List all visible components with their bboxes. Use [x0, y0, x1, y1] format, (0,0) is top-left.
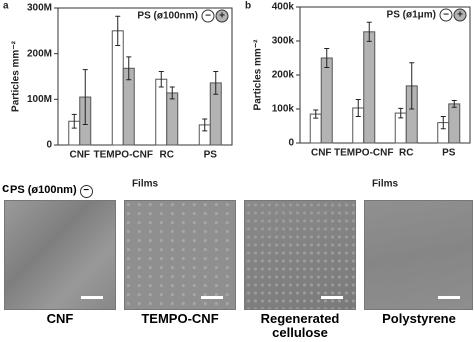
- error-bar: [313, 109, 319, 119]
- x-tick-label: RC: [160, 150, 174, 161]
- panel-legend: PS (ø100nm) −: [10, 184, 93, 198]
- bar: [448, 103, 461, 144]
- error-bar: [169, 86, 175, 100]
- error-bar: [409, 62, 415, 110]
- legend-label: −: [205, 11, 211, 22]
- plot-frame: [57, 7, 233, 146]
- error-bar: [158, 70, 164, 88]
- x-tick-label: TEMPO-CNF: [94, 150, 153, 161]
- panel-label: a: [3, 1, 9, 12]
- legend-label: +: [219, 11, 225, 22]
- y-tick-label: 0: [46, 140, 52, 151]
- error-bar: [355, 98, 361, 117]
- legend-swatch: [453, 8, 467, 22]
- x-tick-label: TEMPO-CNF: [334, 148, 393, 159]
- y-axis-label: Particles mm⁻²: [253, 39, 264, 111]
- caption: CNF: [46, 311, 74, 326]
- legend-label: −: [443, 10, 449, 21]
- y-tick-label: 200k: [272, 70, 295, 81]
- x-tick-label: RC: [399, 148, 413, 159]
- x-axis-label: Films: [372, 179, 399, 190]
- y-tick-label: 100M: [27, 94, 52, 105]
- x-tick-label: PS: [442, 148, 456, 159]
- error-bar: [126, 56, 132, 81]
- error-bar: [82, 69, 88, 125]
- caption: Polystyrene: [382, 311, 456, 326]
- bar: [363, 31, 376, 144]
- y-tick-label: 100k: [272, 104, 295, 115]
- error-bar: [115, 15, 121, 46]
- legend-swatch: [439, 8, 453, 22]
- x-axis-label: Films: [132, 179, 159, 190]
- error-bar: [324, 47, 330, 69]
- error-bar: [202, 118, 208, 132]
- caption: Regenerated cellulose: [260, 311, 340, 340]
- legend-sign: −: [79, 185, 93, 198]
- legend-swatch: [215, 9, 229, 23]
- y-axis-label: Particles mm⁻²: [11, 40, 22, 112]
- error-bar: [366, 21, 372, 42]
- legend-title: PS (ø100nm): [137, 11, 198, 22]
- panel-label: c: [2, 180, 10, 195]
- error-bar: [440, 115, 446, 130]
- y-tick-label: 300M: [27, 3, 52, 14]
- bar: [166, 92, 179, 146]
- legend-title: PS (ø100nm): [10, 184, 77, 196]
- micrograph: [4, 200, 116, 310]
- x-tick-label: PS: [204, 150, 218, 161]
- error-bar: [398, 107, 404, 119]
- micrograph: [124, 200, 236, 310]
- error-bar: [213, 70, 219, 95]
- legend-swatch: [201, 9, 215, 23]
- panel-label: b: [245, 1, 251, 12]
- y-tick-label: 400k: [272, 2, 295, 13]
- y-tick-label: 200M: [27, 48, 52, 59]
- legend-label: +: [457, 10, 463, 21]
- x-tick-label: CNF: [69, 150, 90, 161]
- micrograph: [244, 200, 356, 310]
- y-tick-label: 300k: [272, 36, 295, 47]
- micrograph: [364, 200, 473, 310]
- caption: TEMPO-CNF: [141, 311, 219, 326]
- legend-title: PS (ø1μm): [387, 10, 436, 21]
- x-tick-label: CNF: [311, 148, 332, 159]
- error-bar: [71, 113, 77, 129]
- error-bar: [451, 100, 457, 108]
- y-tick-label: 0: [288, 138, 294, 149]
- bar: [320, 57, 333, 144]
- bar: [111, 30, 124, 146]
- bar: [155, 78, 168, 146]
